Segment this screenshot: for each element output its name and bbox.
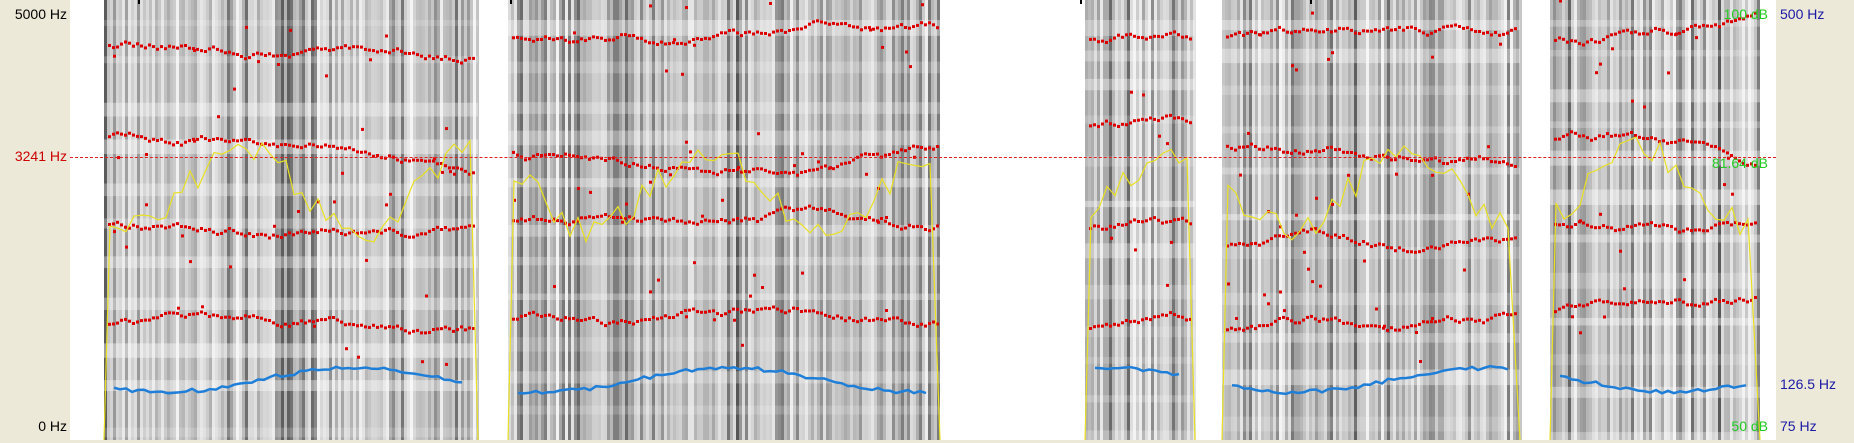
frequency-cursor: [70, 157, 1776, 158]
cursor-freq-label: 3241 Hz: [14, 148, 67, 164]
intensity-bottom-label: 50 dB: [1731, 418, 1768, 434]
spectrogram-panel[interactable]: 100 dB 81.64 dB 50 dB: [70, 0, 1776, 440]
intensity-cursor-label: 81.64 dB: [1711, 155, 1768, 171]
freq-top-label: 5000 Hz: [14, 6, 67, 22]
intensity-top-label: 100 dB: [1723, 6, 1768, 22]
pitch-top-label: 500 Hz: [1780, 6, 1825, 22]
interval-tick: [1080, 0, 1082, 4]
pitch-bottom-label: 75 Hz: [1780, 418, 1817, 434]
interval-tick: [138, 0, 140, 4]
interval-tick: [510, 0, 512, 4]
pitch-mid-label: 126.5 Hz: [1780, 376, 1837, 392]
interval-tick: [1310, 0, 1312, 4]
spectrogram-image: [103, 0, 1761, 440]
freq-bottom-label: 0 Hz: [38, 418, 67, 434]
